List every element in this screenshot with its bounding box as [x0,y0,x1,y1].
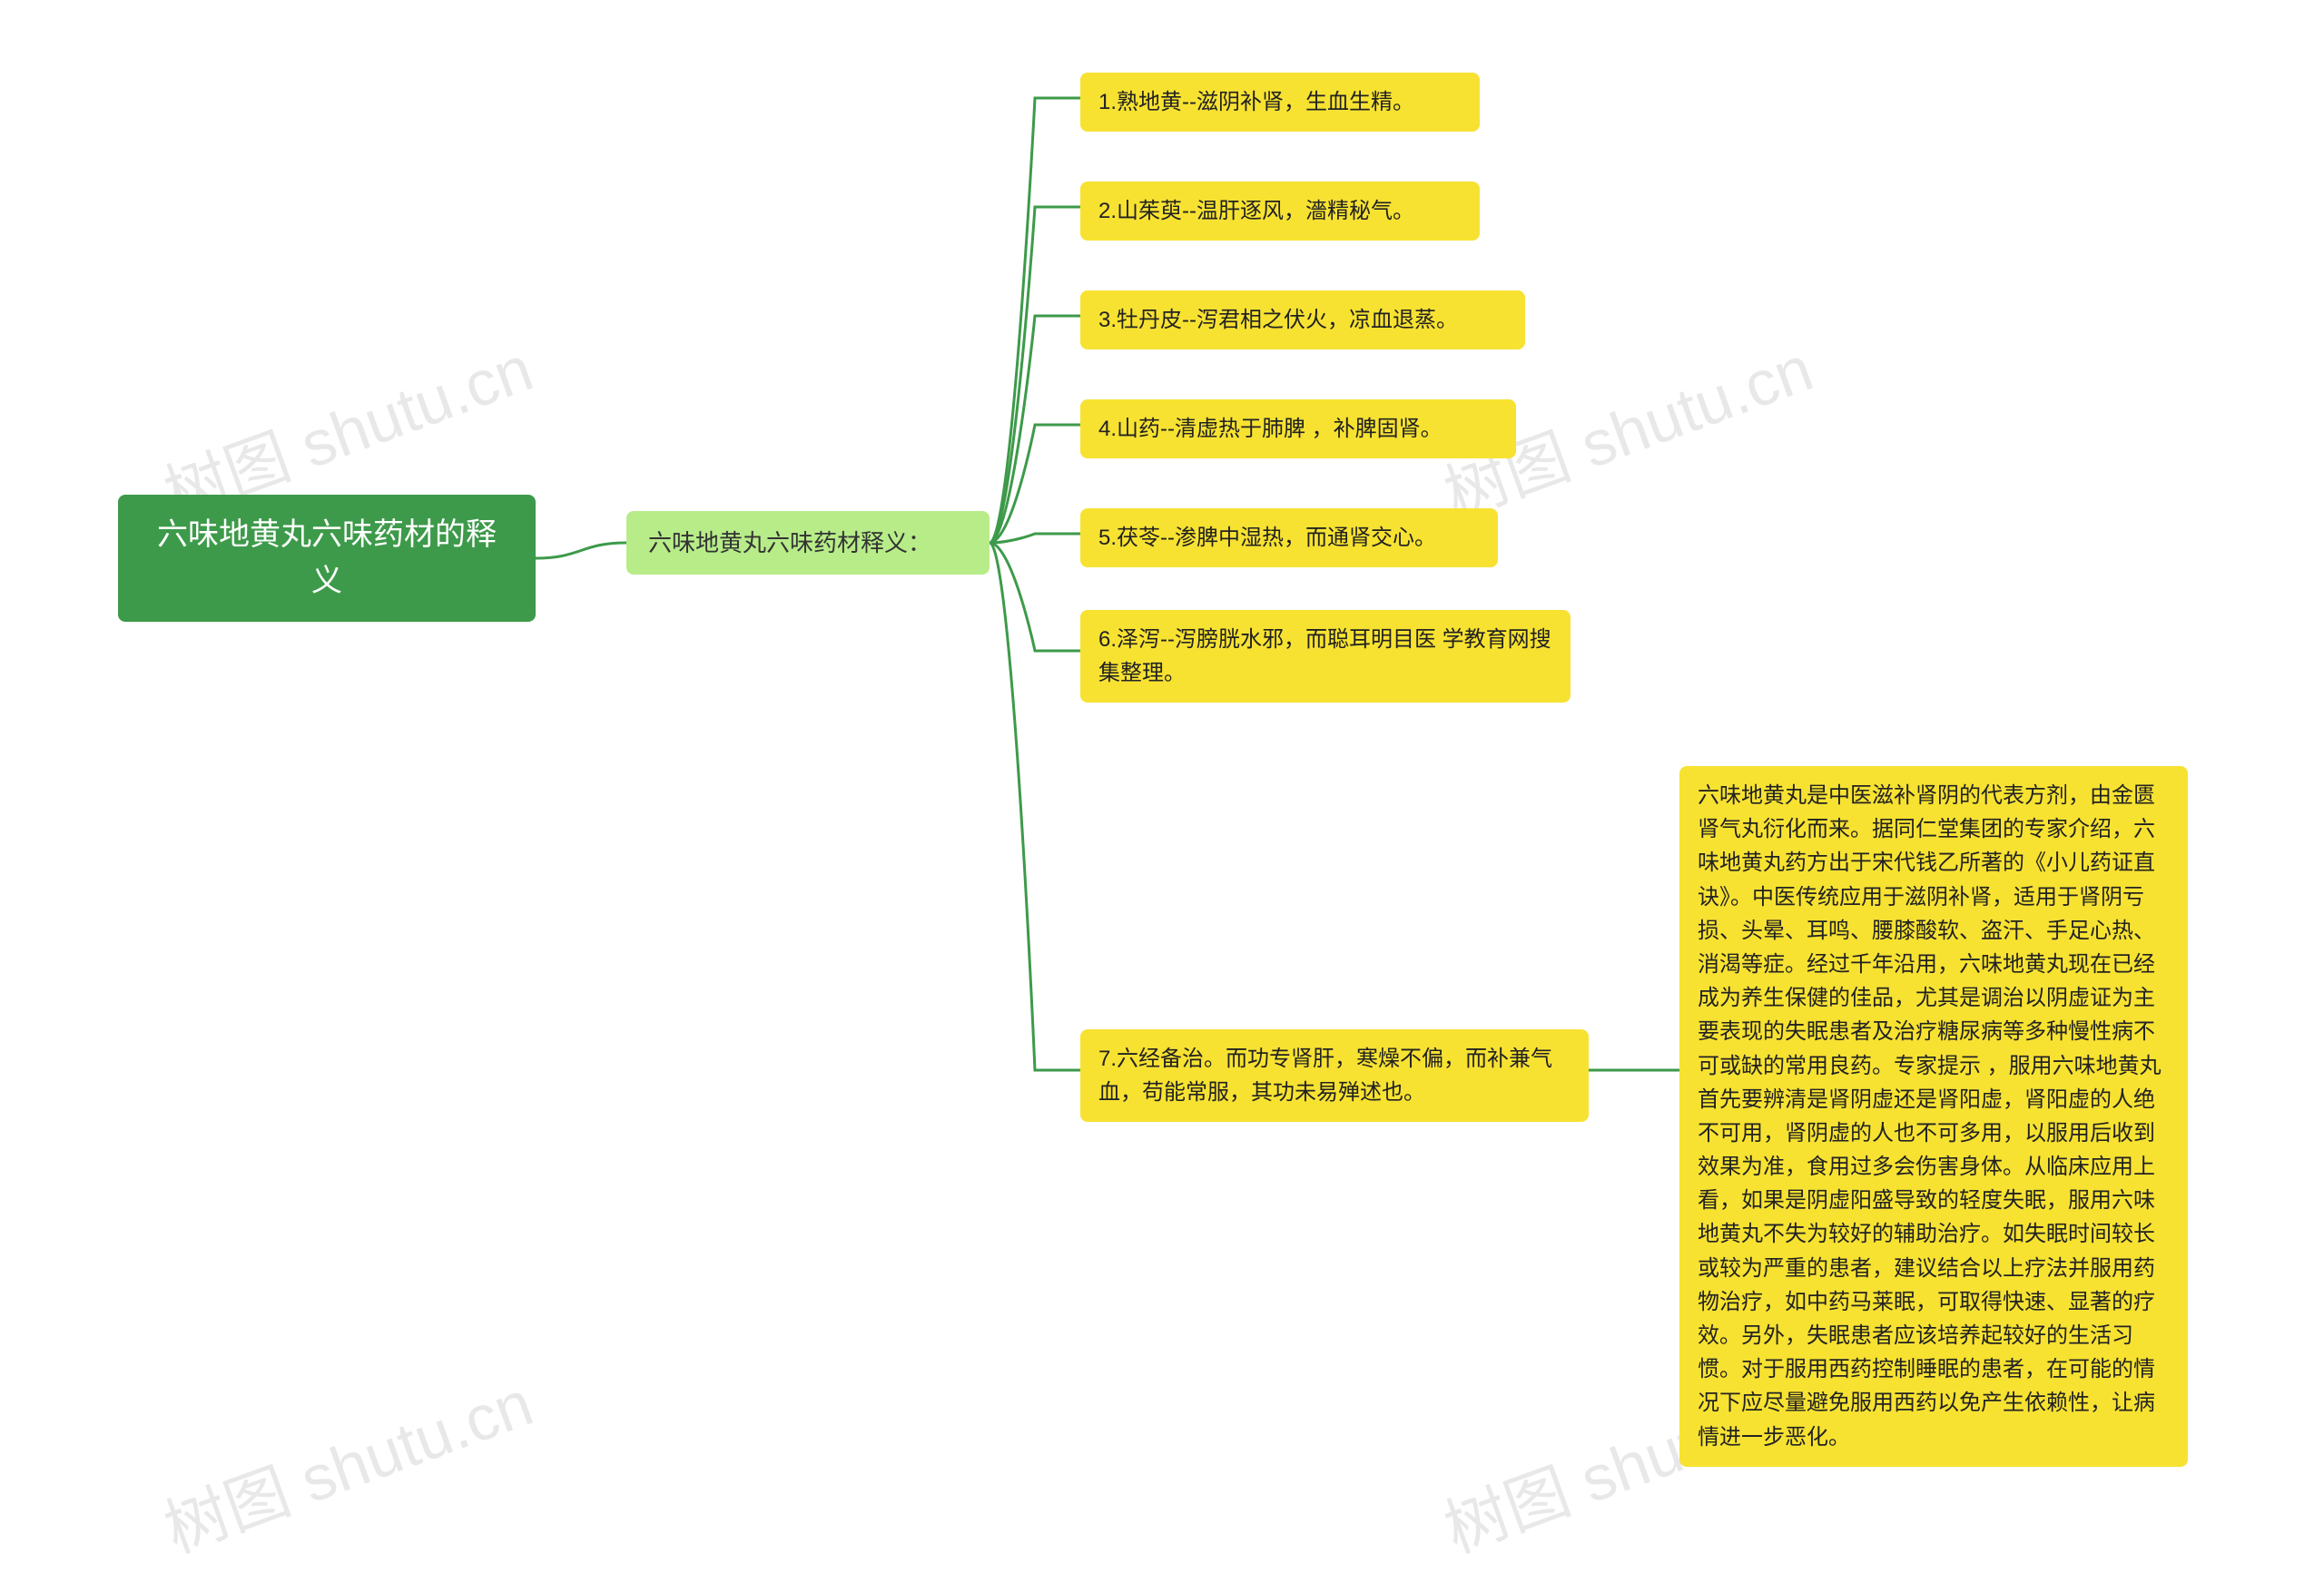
root-node[interactable]: 六味地黄丸六味药材的释义 [118,495,536,622]
mindmap-canvas: 树图 shutu.cn 树图 shutu.cn 树图 shutu.cn 树图 s… [0,0,2324,1583]
watermark: 树图 shutu.cn [151,1353,544,1571]
leaf-node[interactable]: 3.牡丹皮--泻君相之伏火，凉血退蒸。 [1080,290,1525,349]
leaf-node[interactable]: 7.六经备治。而功专肾肝，寒燥不偏，而补兼气血，苟能常服，其功未易殚述也。 [1080,1029,1589,1122]
leaf-node[interactable]: 1.熟地黄--滋阴补肾，生血生精。 [1080,73,1480,132]
leaf-node[interactable]: 4.山药--清虚热于肺脾 ，补脾固肾。 [1080,399,1516,458]
sub-node[interactable]: 六味地黄丸六味药材释义： [626,511,990,575]
leaf-node[interactable]: 5.茯苓--渗脾中湿热，而通肾交心。 [1080,508,1498,567]
leaf-node[interactable]: 6.泽泻--泻膀胱水邪，而聪耳明目医 学教育网搜集整理。 [1080,610,1571,703]
detail-node[interactable]: 六味地黄丸是中医滋补肾阴的代表方剂，由金匮肾气丸衍化而来。据同仁堂集团的专家介绍… [1679,766,2188,1467]
leaf-node[interactable]: 2.山茱萸--温肝逐风，濇精秘气。 [1080,182,1480,241]
